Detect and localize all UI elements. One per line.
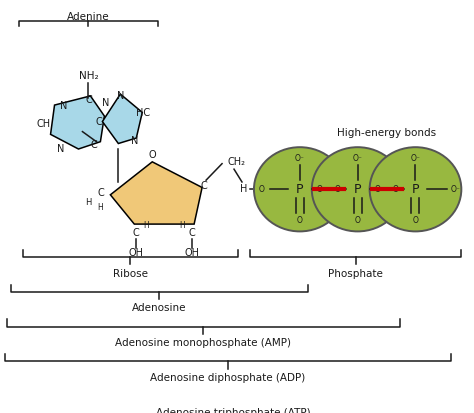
Text: P: P [354,183,361,196]
Text: N: N [102,98,109,108]
Text: N: N [131,136,138,146]
Text: O: O [259,185,265,194]
Circle shape [254,147,346,231]
Text: Adenosine monophosphate (AMP): Adenosine monophosphate (AMP) [115,338,291,348]
Text: Adenosine triphosphate (ATP): Adenosine triphosphate (ATP) [155,408,310,413]
Text: C: C [201,180,208,191]
Text: High-energy bonds: High-energy bonds [337,128,436,138]
Text: N: N [57,144,64,154]
Text: HC: HC [136,108,150,118]
Text: O: O [317,185,323,194]
Text: Adenosine: Adenosine [132,303,186,313]
Text: H: H [85,197,91,206]
Text: O⁻: O⁻ [353,154,363,163]
Circle shape [312,147,403,231]
Text: Phosphate: Phosphate [328,268,383,278]
Polygon shape [110,162,202,224]
Text: H: H [179,221,185,230]
Text: OH: OH [185,248,200,259]
Text: H: H [144,221,149,230]
Text: H: H [240,184,248,194]
Text: O: O [335,185,341,194]
Text: O: O [412,216,419,225]
Text: H: H [98,203,103,212]
Text: C: C [97,188,104,198]
Text: P: P [412,183,419,196]
Text: C: C [90,140,97,150]
Text: O⁻: O⁻ [295,154,305,163]
Text: N: N [60,101,67,111]
Text: C: C [189,228,195,238]
Text: O: O [297,216,303,225]
Circle shape [370,147,461,231]
Text: O: O [392,185,399,194]
Text: C: C [95,117,102,128]
Text: CH: CH [36,119,51,129]
Text: Adenosine diphosphate (ADP): Adenosine diphosphate (ADP) [150,373,306,383]
Text: O⁻: O⁻ [410,154,420,163]
Text: Ribose: Ribose [113,268,148,278]
Text: O⁻: O⁻ [450,185,460,194]
Text: O: O [148,150,156,159]
Text: P: P [296,183,303,196]
Text: C: C [85,95,92,104]
Text: NH₂: NH₂ [79,71,98,81]
Text: C: C [133,228,140,238]
Text: Adenine: Adenine [67,12,110,22]
Text: O: O [374,185,381,194]
Polygon shape [51,96,104,149]
Text: OH: OH [129,248,144,259]
Text: O: O [355,216,361,225]
Text: CH₂: CH₂ [227,157,245,167]
Text: N: N [117,91,124,101]
Polygon shape [102,94,142,144]
